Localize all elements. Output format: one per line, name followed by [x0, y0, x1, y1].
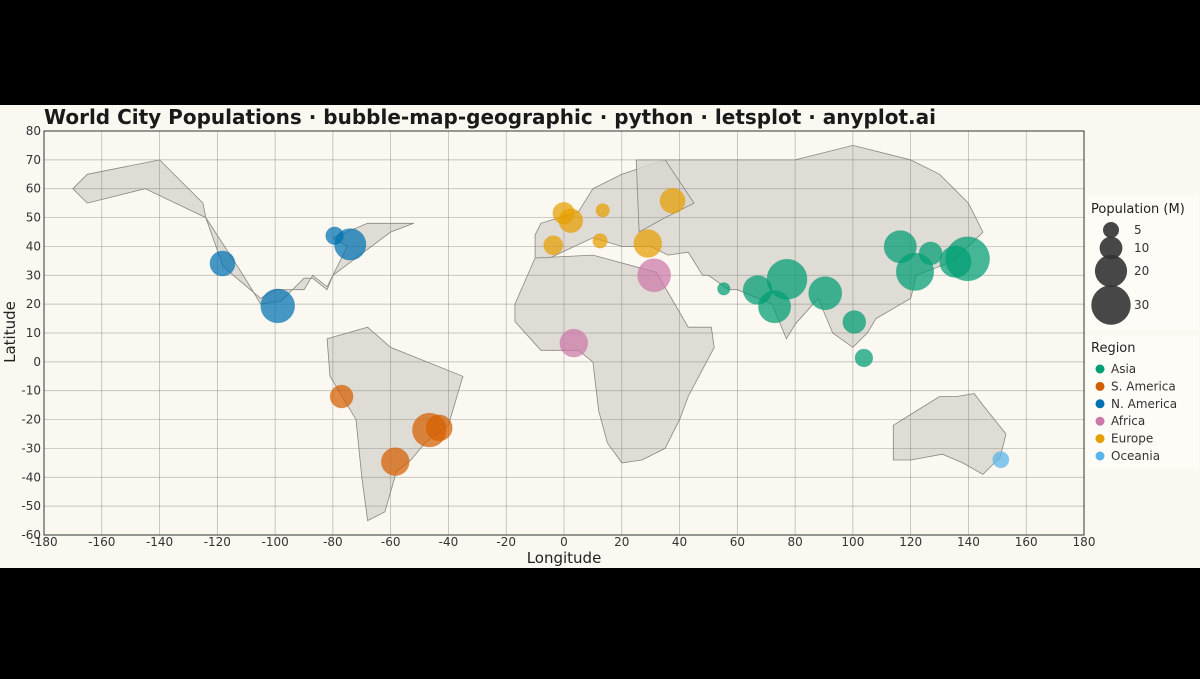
- bubble-europe: [552, 201, 575, 225]
- x-tick-label: 140: [957, 535, 980, 549]
- bubble-asia: [918, 241, 943, 266]
- x-tick-label: -140: [146, 535, 173, 549]
- y-tick-label: 10: [26, 326, 41, 340]
- bubble-asia: [808, 276, 843, 311]
- size-legend-label: 30: [1134, 298, 1149, 312]
- x-tick-label: 120: [899, 535, 922, 549]
- size-legend: Population (M) 5 10 20 30: [1087, 196, 1199, 330]
- size-legend-bubble: [1094, 254, 1128, 288]
- bubble-n-america: [260, 288, 296, 324]
- bubble-s-america: [425, 414, 453, 442]
- y-tick-label: -60: [21, 528, 41, 542]
- y-tick-label: 20: [26, 297, 41, 311]
- y-axis-label: Latitude: [1, 301, 19, 363]
- x-tick-label: 160: [1015, 535, 1038, 549]
- y-tick-label: 80: [26, 124, 41, 138]
- size-legend-bubble: [1103, 222, 1119, 238]
- y-tick-label: 70: [26, 153, 41, 167]
- color-legend-key: [1095, 364, 1105, 374]
- x-tick-label: 180: [1073, 535, 1096, 549]
- bubble-asia: [842, 310, 867, 334]
- color-legend-title: Region: [1091, 341, 1136, 356]
- x-tick-label: 60: [730, 535, 745, 549]
- y-tick-label: 40: [26, 239, 41, 253]
- plot-panel-border: [43, 130, 1085, 536]
- bubble-asia: [883, 230, 917, 264]
- bubble-n-america: [325, 226, 344, 246]
- bubble-asia: [854, 348, 874, 368]
- x-tick-label: -20: [496, 535, 516, 549]
- color-legend-box: [1087, 336, 1199, 468]
- y-tick-label: -20: [21, 413, 41, 427]
- color-legend-key: [1095, 399, 1105, 409]
- color-legend-key: [1095, 416, 1105, 426]
- x-tick-label: -120: [204, 535, 231, 549]
- bubble-oceania: [992, 451, 1010, 469]
- y-tick-label: -30: [21, 441, 41, 455]
- size-legend-title: Population (M): [1091, 202, 1185, 217]
- x-axis-ticks: -180 -160 -140 -120 -100 -80 -60 -40 -20 0 20 40 60 8…: [30, 535, 1095, 549]
- size-legend-label: 20: [1134, 264, 1149, 278]
- color-legend-label: Asia: [1111, 362, 1136, 376]
- y-tick-label: 30: [26, 268, 41, 282]
- x-tick-label: -160: [88, 535, 115, 549]
- bubble-asia: [742, 275, 773, 305]
- y-tick-label: 0: [33, 355, 41, 369]
- y-tick-label: 50: [26, 211, 41, 225]
- color-legend-label: Africa: [1111, 414, 1145, 428]
- bubble-europe: [543, 235, 564, 256]
- x-tick-label: 20: [614, 535, 629, 549]
- x-tick-label: 0: [560, 535, 568, 549]
- x-tick-label: -100: [261, 535, 288, 549]
- color-legend-items: Asia S. America N. America Africa Europe Ocea…: [1095, 362, 1177, 463]
- bubble-africa: [637, 258, 671, 293]
- x-tick-label: -40: [439, 535, 459, 549]
- y-tick-label: -40: [21, 470, 41, 484]
- plot-panel: [43, 130, 1085, 536]
- bubble-europe: [659, 187, 686, 214]
- x-axis-label: Longitude: [527, 549, 602, 567]
- color-legend-label: S. America: [1111, 379, 1176, 393]
- x-tick-label: 100: [841, 535, 864, 549]
- chart-title: World City Populations · bubble-map-geog…: [44, 105, 936, 129]
- bubble-europe: [595, 203, 610, 218]
- land-australia: [892, 393, 1007, 475]
- color-legend-label: N. America: [1111, 397, 1177, 411]
- bubble-n-america: [209, 250, 236, 277]
- size-legend-bubble: [1099, 236, 1123, 260]
- size-legend-bubble: [1091, 285, 1131, 325]
- bubble-layer: [209, 187, 1010, 477]
- color-legend-key: [1095, 381, 1105, 391]
- y-tick-label: -50: [21, 499, 41, 513]
- size-legend-label: 5: [1134, 223, 1142, 237]
- x-tick-label: 40: [672, 535, 687, 549]
- y-tick-label: -10: [21, 384, 41, 398]
- color-legend-key: [1095, 451, 1105, 461]
- bubble-s-america: [329, 384, 354, 409]
- bubble-asia: [939, 245, 972, 278]
- bubble-europe: [592, 233, 608, 249]
- bubble-europe: [633, 229, 663, 258]
- x-tick-label: -80: [323, 535, 343, 549]
- color-legend-label: Oceania: [1111, 449, 1160, 463]
- x-tick-label: -60: [381, 535, 401, 549]
- color-legend: Region Asia S. America N. America Africa Eur…: [1087, 336, 1199, 468]
- x-tick-label: -180: [30, 535, 57, 549]
- color-legend-label: Europe: [1111, 432, 1153, 446]
- bubble-africa: [559, 328, 589, 358]
- x-tick-label: 80: [787, 535, 802, 549]
- bubble-s-america: [380, 447, 410, 477]
- size-legend-label: 10: [1134, 241, 1149, 255]
- color-legend-key: [1095, 434, 1105, 444]
- y-axis-ticks: -60 -50 -40 -30 -20 -10 0 10 20 30 40 50 60 70 80: [21, 124, 41, 542]
- size-legend-items: 5 10 20 30: [1091, 222, 1149, 325]
- bubble-asia: [717, 282, 731, 296]
- y-tick-label: 60: [26, 182, 41, 196]
